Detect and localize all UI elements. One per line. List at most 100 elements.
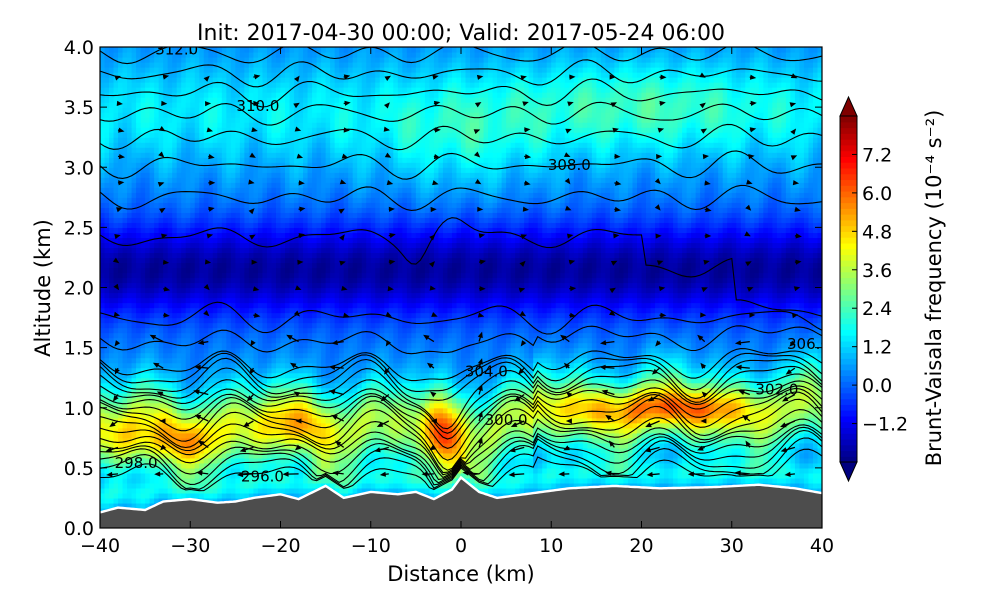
- field-cell: [109, 127, 115, 133]
- field-cell: [212, 222, 218, 228]
- field-cell: [185, 267, 191, 274]
- field-cell: [140, 212, 146, 218]
- field-cell: [181, 272, 187, 279]
- field-cell: [321, 347, 327, 354]
- field-cell: [127, 322, 133, 329]
- field-cell: [298, 312, 304, 319]
- field-cell: [154, 352, 160, 359]
- field-cell: [208, 227, 214, 233]
- field-cell: [100, 82, 106, 88]
- field-cell: [167, 257, 173, 264]
- field-cell: [118, 232, 124, 238]
- field-cell: [167, 447, 173, 454]
- field-cell: [113, 462, 119, 469]
- field-cell: [199, 152, 205, 158]
- field-cell: [194, 197, 200, 203]
- field-cell: [239, 437, 245, 444]
- field-cell: [271, 282, 277, 289]
- field-cell: [154, 137, 160, 143]
- field-cell: [235, 182, 241, 188]
- field-cell: [294, 242, 300, 249]
- field-cell: [212, 202, 218, 208]
- field-cell: [131, 127, 137, 133]
- field-cell: [212, 407, 218, 414]
- field-cell: [203, 237, 209, 244]
- field-cell: [199, 282, 205, 289]
- field-cell: [316, 57, 322, 63]
- field-cell: [253, 327, 259, 334]
- field-cell: [217, 82, 223, 88]
- field-cell: [140, 467, 146, 474]
- field-cell: [136, 232, 142, 238]
- field-cell: [316, 167, 322, 173]
- field-cell: [136, 87, 142, 93]
- field-cell: [226, 107, 232, 113]
- field-cell: [158, 247, 164, 254]
- field-cell: [275, 397, 282, 404]
- field-cell: [149, 312, 155, 319]
- field-cell: [136, 227, 142, 233]
- field-cell: [212, 472, 218, 479]
- field-cell: [253, 427, 259, 434]
- field-cell: [217, 222, 223, 228]
- field-cell: [149, 47, 155, 53]
- field-cell: [127, 442, 133, 449]
- field-cell: [248, 432, 255, 439]
- field-cell: [154, 232, 160, 238]
- field-cell: [248, 272, 255, 279]
- field-cell: [307, 87, 313, 93]
- field-cell: [136, 477, 142, 484]
- field-cell: [127, 462, 133, 469]
- field-cell: [167, 277, 173, 284]
- field-cell: [136, 407, 142, 414]
- field-cell: [190, 152, 196, 158]
- field-cell: [248, 217, 255, 223]
- field-cell: [226, 427, 232, 434]
- field-cell: [131, 202, 137, 208]
- field-cell: [203, 142, 209, 148]
- field-cell: [312, 342, 318, 349]
- field-cell: [136, 52, 142, 58]
- field-cell: [149, 107, 155, 113]
- field-cell: [158, 497, 164, 504]
- field-cell: [307, 412, 313, 419]
- field-cell: [154, 497, 160, 504]
- field-cell: [325, 457, 331, 464]
- field-cell: [140, 122, 146, 128]
- field-cell: [118, 372, 124, 379]
- field-cell: [131, 377, 137, 384]
- field-cell: [163, 202, 169, 208]
- field-cell: [176, 267, 182, 274]
- field-cell: [118, 47, 124, 53]
- field-cell: [122, 267, 128, 274]
- field-cell: [307, 372, 313, 379]
- field-cell: [136, 297, 142, 304]
- field-cell: [208, 467, 214, 474]
- field-cell: [122, 302, 128, 309]
- field-cell: [330, 382, 336, 389]
- field-cell: [154, 492, 160, 499]
- field-cell: [271, 472, 277, 479]
- field-cell: [163, 262, 169, 269]
- field-cell: [158, 492, 164, 499]
- field-cell: [248, 412, 255, 419]
- field-cell: [109, 457, 115, 464]
- field-cell: [294, 292, 300, 299]
- field-cell: [294, 207, 300, 213]
- field-cell: [172, 177, 178, 183]
- field-cell: [109, 267, 115, 274]
- field-cell: [194, 157, 200, 163]
- field-cell: [307, 282, 313, 289]
- field-cell: [244, 382, 250, 389]
- field-cell: [109, 367, 115, 374]
- field-cell: [122, 107, 128, 113]
- field-cell: [257, 117, 264, 123]
- field-cell: [163, 217, 169, 223]
- field-cell: [289, 337, 295, 344]
- field-cell: [266, 187, 273, 193]
- field-cell: [221, 102, 227, 108]
- field-cell: [244, 282, 250, 289]
- field-cell: [271, 177, 277, 183]
- field-cell: [307, 207, 313, 213]
- field-cell: [244, 227, 250, 233]
